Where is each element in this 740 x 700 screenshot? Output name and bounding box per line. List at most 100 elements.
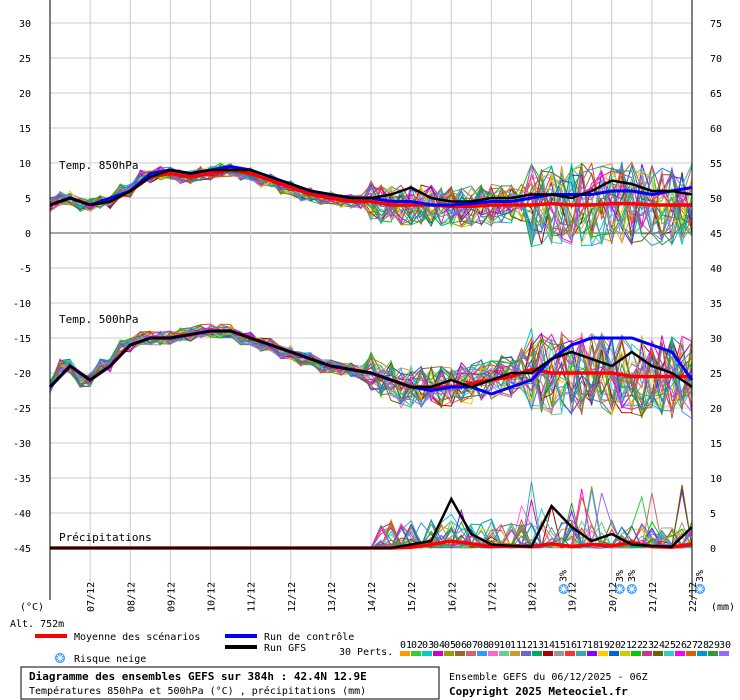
y-tick-left: -30 <box>13 439 31 450</box>
pert-swatch <box>521 651 531 656</box>
pert-number: 08 <box>477 640 489 651</box>
pert-swatch <box>433 651 443 656</box>
pert-swatch <box>708 651 718 656</box>
pert-number: 30 <box>719 640 731 651</box>
pert-swatch <box>675 651 685 656</box>
pert-swatch <box>719 651 729 656</box>
pert-swatch <box>466 651 476 656</box>
info-box <box>20 666 440 700</box>
pert-number: 18 <box>587 640 599 651</box>
perturbation-legend: 0102030405060708091011121314151617181920… <box>400 640 731 656</box>
legend-gfs-label: Run GFS <box>264 643 306 654</box>
axes: 302520151050-5-10-15-20-25-30-35-40-4575… <box>13 0 722 612</box>
pert-swatch <box>576 651 586 656</box>
pert-number: 27 <box>686 640 698 651</box>
y-tick-right: 30 <box>710 334 722 345</box>
pert-number: 24 <box>653 640 665 651</box>
y-tick-right: 40 <box>710 264 722 275</box>
y-tick-right: 65 <box>710 89 722 100</box>
left-axis-unit: (°C) <box>20 602 44 613</box>
pert-number: 09 <box>488 640 500 651</box>
pert-swatch <box>444 651 454 656</box>
x-tick: 08/12 <box>126 582 137 612</box>
pert-swatch <box>510 651 520 656</box>
snow-percent: 3% <box>615 570 626 582</box>
label-precip: Précipitations <box>59 531 152 544</box>
series-line-5 <box>49 329 693 389</box>
x-tick: 19/12 <box>568 582 579 612</box>
right-axis-unit: (mm) <box>711 602 735 613</box>
pert-line <box>49 162 693 244</box>
y-tick-left: -35 <box>13 474 31 485</box>
series-line-2 <box>49 168 693 207</box>
y-tick-right: 45 <box>710 229 722 240</box>
y-tick-right: 15 <box>710 439 722 450</box>
y-tick-left: 20 <box>19 89 31 100</box>
y-tick-left: -15 <box>13 334 31 345</box>
y-tick-right: 10 <box>710 474 722 485</box>
label-t850: Temp. 850hPa <box>59 159 138 172</box>
pert-number: 14 <box>543 640 555 651</box>
x-tick: 15/12 <box>407 582 418 612</box>
y-tick-left: 10 <box>19 159 31 170</box>
x-tick: 07/12 <box>86 582 97 612</box>
pert-number: 04 <box>433 640 445 651</box>
series-line-7 <box>50 496 693 550</box>
pert-number: 06 <box>455 640 467 651</box>
snow-percent: 3% <box>559 570 570 582</box>
y-tick-right: 60 <box>710 124 722 135</box>
x-tick: 17/12 <box>487 582 498 612</box>
pert-number: 11 <box>510 640 522 651</box>
y-tick-right: 20 <box>710 404 722 415</box>
y-tick-left: -10 <box>13 299 31 310</box>
pert-swatch <box>532 651 542 656</box>
main-series-lines <box>48 164 694 550</box>
pert-swatch <box>587 651 597 656</box>
pert-number: 05 <box>444 640 456 651</box>
y-tick-right: 35 <box>710 299 722 310</box>
y-tick-left: 0 <box>25 229 31 240</box>
pert-number: 10 <box>499 640 511 651</box>
info-subtitle: Températures 850hPa et 500hPa (°C) , pré… <box>29 685 366 697</box>
info-copyright: Copyright 2025 Meteociel.fr <box>449 685 628 698</box>
y-tick-right: 75 <box>710 19 722 30</box>
altitude-label: Alt. 752m <box>10 619 64 630</box>
y-tick-right: 55 <box>710 159 722 170</box>
pert-swatch <box>477 651 487 656</box>
pert-number: 29 <box>708 640 720 651</box>
pert-number: 17 <box>576 640 588 651</box>
pert-swatch <box>697 651 707 656</box>
pert-swatch <box>620 651 630 656</box>
y-tick-left: -20 <box>13 369 31 380</box>
snowflake-icon <box>558 584 569 594</box>
pert-number: 23 <box>642 640 654 651</box>
legend-mean-label: Moyenne des scénarios <box>74 631 200 643</box>
snowflake-icon <box>614 584 625 594</box>
pert-swatch <box>609 651 619 656</box>
snowflake-icon <box>55 653 65 663</box>
pert-line <box>49 330 693 410</box>
pert-swatch <box>422 651 432 656</box>
x-tick: 09/12 <box>166 582 177 612</box>
pert-swatch <box>488 651 498 656</box>
pert-number: 13 <box>532 640 544 651</box>
pert-swatch <box>653 651 663 656</box>
pert-number: 03 <box>422 640 434 651</box>
x-tick: 18/12 <box>528 582 539 612</box>
x-tick: 12/12 <box>287 582 298 612</box>
y-tick-left: 15 <box>19 124 31 135</box>
pert-number: 28 <box>697 640 709 651</box>
pert-swatch <box>598 651 608 656</box>
pert-swatch <box>631 651 641 656</box>
legend-control-label: Run de contrôle <box>264 631 354 643</box>
pert-number: 19 <box>598 640 610 651</box>
snowflake-icon <box>695 584 706 594</box>
legend-perts-label: 30 Perts. <box>339 647 393 658</box>
y-tick-left: -25 <box>13 404 31 415</box>
x-tick: 11/12 <box>247 582 258 612</box>
label-t500: Temp. 500hPa <box>59 313 138 326</box>
snow-percent: 3% <box>695 570 706 582</box>
pert-swatch <box>642 651 652 656</box>
y-tick-right: 25 <box>710 369 722 380</box>
